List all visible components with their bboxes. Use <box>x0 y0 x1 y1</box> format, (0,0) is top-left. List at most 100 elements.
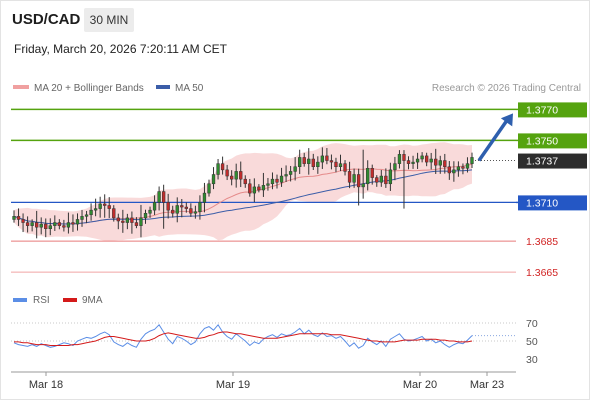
candle <box>447 161 451 180</box>
candle <box>320 147 325 169</box>
candle-body <box>75 219 80 225</box>
candle-body <box>316 161 320 168</box>
candle-body <box>397 154 402 164</box>
candle <box>429 152 433 170</box>
candle-body <box>166 202 170 211</box>
candle <box>198 195 202 220</box>
candle <box>143 209 148 224</box>
candle-body <box>438 160 442 166</box>
candle <box>193 205 198 219</box>
candle-body <box>112 208 116 219</box>
candle <box>397 150 402 169</box>
candle-body <box>429 158 433 163</box>
candle <box>352 168 356 188</box>
pivot-level-tag <box>518 195 587 211</box>
candle <box>302 152 306 167</box>
candle <box>121 209 125 233</box>
candle <box>252 178 256 203</box>
candle-body <box>89 209 93 216</box>
candle-body <box>35 222 39 228</box>
support-level-label: 1.3665 <box>526 267 558 279</box>
pivot-level-label: 1.3710 <box>526 197 558 209</box>
candle-body <box>379 175 383 183</box>
candle-body <box>225 169 229 177</box>
candle-body <box>66 222 71 228</box>
candle-body <box>134 222 139 226</box>
candle-body <box>320 155 325 163</box>
candle-body <box>161 191 166 203</box>
candle-body <box>443 160 447 168</box>
candles-layer <box>12 147 474 239</box>
candle <box>402 150 406 209</box>
candle <box>438 155 442 174</box>
candle-body <box>239 171 243 180</box>
candle <box>424 152 429 167</box>
candle-body <box>288 171 293 175</box>
candle-body <box>48 225 52 229</box>
candle <box>311 153 315 171</box>
candle-body <box>384 175 388 185</box>
candle-body <box>420 155 424 160</box>
candle-body <box>356 174 361 188</box>
candle-body <box>125 217 130 223</box>
candle-body <box>370 168 374 178</box>
candle-body <box>447 166 451 174</box>
candle <box>338 154 343 172</box>
candle <box>393 156 397 181</box>
candle-body <box>411 161 415 164</box>
time-tick-label: Mar 20 <box>403 379 437 391</box>
candle-body <box>148 209 152 214</box>
candle <box>184 202 188 213</box>
candle-body <box>193 211 198 214</box>
candle-body <box>352 174 356 183</box>
candle-body <box>388 169 393 185</box>
candle-body <box>21 219 25 223</box>
candle-body <box>53 222 57 226</box>
candle-body <box>98 203 102 209</box>
candle-body <box>279 175 284 183</box>
candle-body <box>130 217 134 223</box>
candle-body <box>302 157 306 164</box>
candle-body <box>424 155 429 163</box>
candle <box>465 157 470 173</box>
candle-body <box>266 183 270 186</box>
candle <box>366 160 370 191</box>
candle <box>261 172 266 197</box>
candle-body <box>184 206 188 209</box>
candle <box>361 149 365 199</box>
candle <box>89 203 93 221</box>
candle-body <box>461 166 465 169</box>
candle <box>62 219 66 232</box>
timeframe-selector[interactable]: 30 MIN <box>84 8 134 32</box>
candle-body <box>343 163 347 172</box>
candle-body <box>103 203 107 206</box>
candle <box>230 170 234 186</box>
candle <box>171 205 175 218</box>
rsi-line <box>13 323 473 349</box>
rsi-ma-legend-swatch <box>63 298 77 302</box>
target-arrow-head <box>500 113 513 127</box>
candle <box>434 148 438 174</box>
candle <box>66 212 71 234</box>
candle <box>220 156 225 175</box>
candle <box>225 164 229 181</box>
candle <box>316 156 320 174</box>
candle <box>166 193 170 219</box>
candle-body <box>25 222 30 226</box>
candle-body <box>325 155 329 161</box>
candle-body <box>143 213 148 219</box>
candle <box>384 168 388 188</box>
candle <box>248 178 252 197</box>
candle <box>207 179 211 197</box>
candle-body <box>470 157 474 164</box>
candle <box>93 198 98 217</box>
candle-body <box>202 192 207 203</box>
candle-body <box>347 171 352 183</box>
level-labels-layer: 1.3770 1.3750 1.3737 1.3710 1.3685 1.3665 <box>516 102 587 279</box>
candle <box>180 199 184 218</box>
candle-body <box>107 205 111 209</box>
candle <box>25 216 30 233</box>
candle <box>103 194 107 218</box>
candle-body <box>298 157 302 167</box>
candle <box>266 177 270 191</box>
